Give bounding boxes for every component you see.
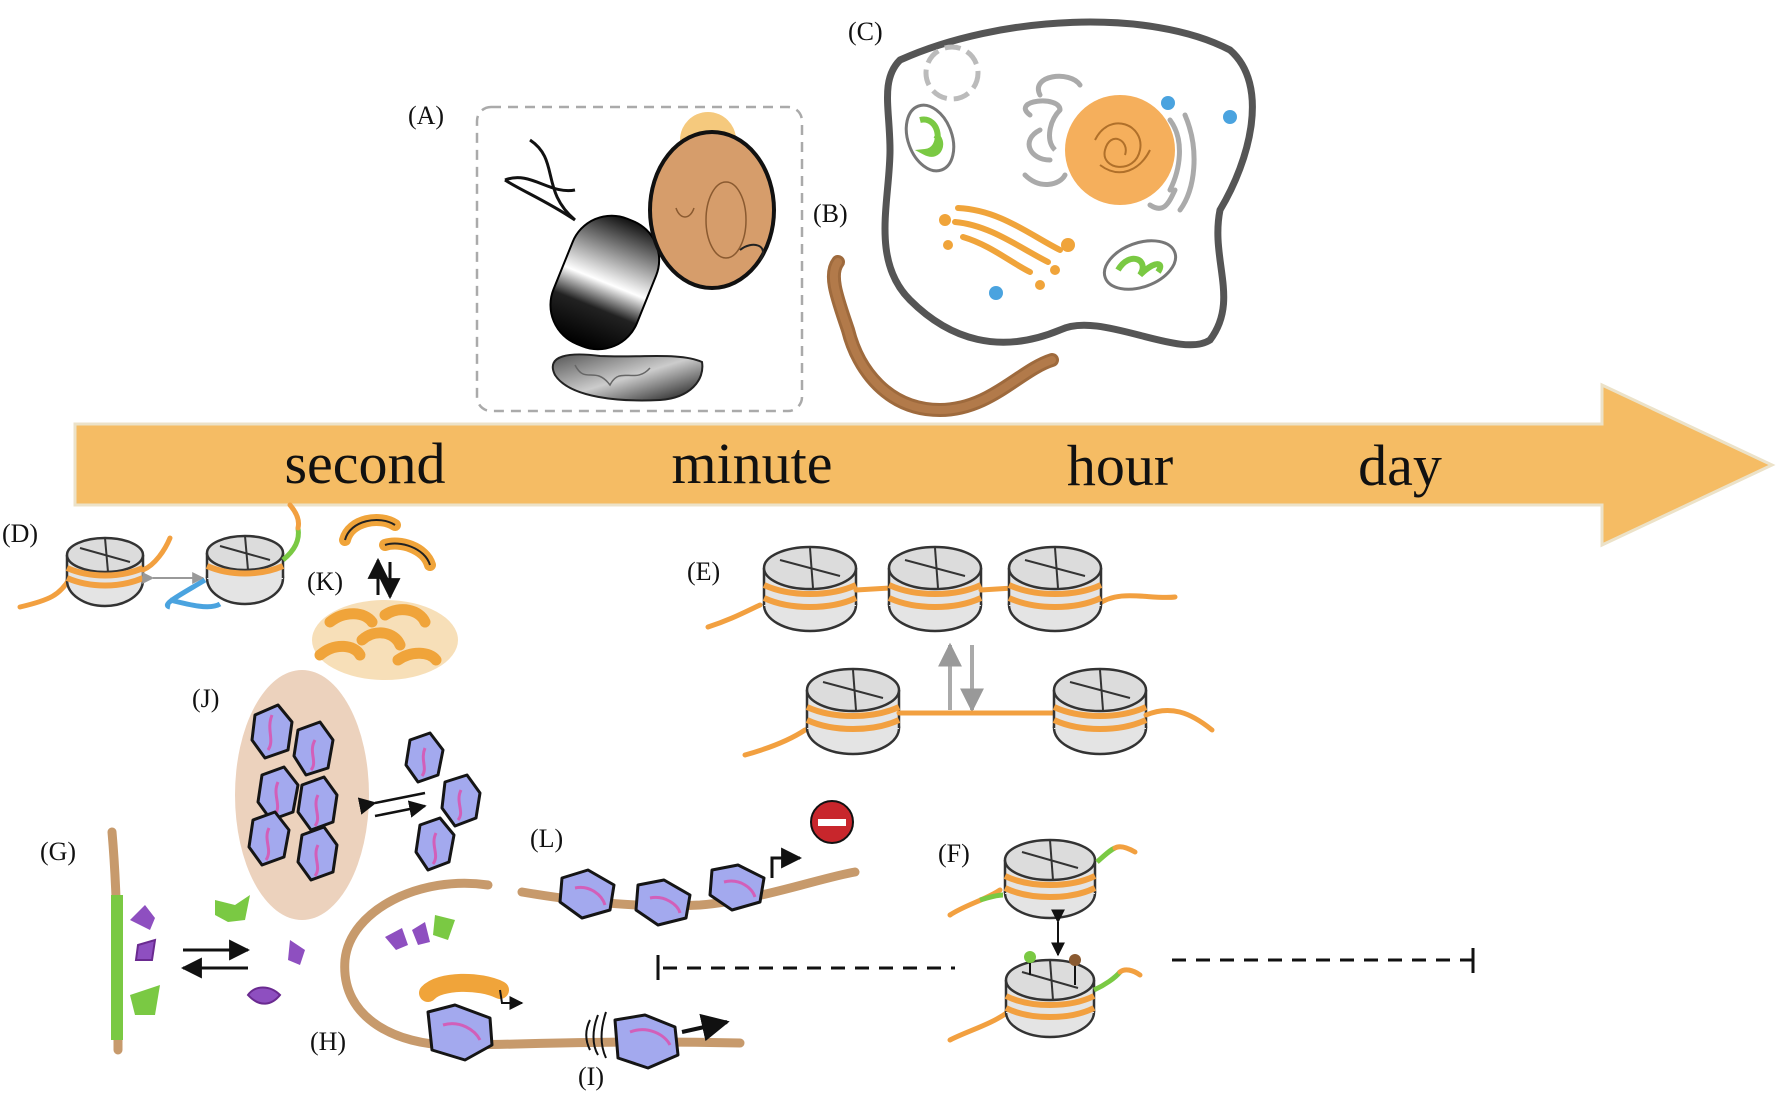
microbes-box xyxy=(475,105,804,413)
panel-label-l: (L) xyxy=(530,824,563,853)
panel-f-histone-modification: (F) xyxy=(938,838,1143,1043)
panel-label-g: (G) xyxy=(40,837,76,866)
panel-k-condensate: (K) xyxy=(307,514,458,680)
panel-g-binding: (G) xyxy=(40,827,305,1055)
nucleosome-5 xyxy=(1052,667,1148,756)
rna-transcript xyxy=(419,973,509,1002)
timeline-label-second: second xyxy=(284,431,445,496)
purple-ligand-icon xyxy=(288,940,305,965)
panel-l-blocked: (L) xyxy=(517,800,860,927)
nucleosome-1 xyxy=(762,545,858,633)
yeast-icon xyxy=(648,130,776,290)
er-icon xyxy=(1022,73,1197,213)
panel-label-c: (C) xyxy=(848,17,883,46)
nucleosome-3 xyxy=(1007,545,1103,633)
panel-a-microbes: (A) xyxy=(408,101,804,413)
timeline-label-day: day xyxy=(1358,433,1442,498)
green-ligand-icon xyxy=(215,895,250,922)
panel-e-nucleosome-array: (E) xyxy=(687,545,1215,758)
panel-label-a: (A) xyxy=(408,101,444,130)
cell-membrane xyxy=(881,18,1256,349)
inhibition-lines xyxy=(656,948,1475,980)
timeline-label-minute: minute xyxy=(671,431,832,496)
nucleosome-6 xyxy=(1003,838,1097,920)
timeline-label-hour: hour xyxy=(1067,433,1173,498)
panel-j-protein-condensate: (J) xyxy=(192,670,482,920)
golgi-icon xyxy=(952,205,1063,275)
amoeba-icon xyxy=(551,353,704,402)
nucleus-icon xyxy=(1065,95,1175,205)
panel-label-d: (D) xyxy=(2,519,38,548)
clustered-proteins xyxy=(247,703,339,882)
nucleosome-7 xyxy=(1004,958,1096,1039)
nucleosome-4 xyxy=(805,667,901,756)
panel-label-k: (K) xyxy=(307,567,343,596)
modification-mark-brown xyxy=(1069,954,1081,966)
panel-c-cell: (C) xyxy=(848,17,1256,349)
panel-label-j: (J) xyxy=(192,684,219,713)
bacterium-icon xyxy=(549,214,661,351)
timeline-arrow: second minute hour day xyxy=(73,382,1776,548)
panel-d-nucleosome-breathing: (D) xyxy=(2,502,301,610)
panel-i-transcription: (I) xyxy=(578,1011,730,1091)
nucleosome-2 xyxy=(887,545,983,633)
curved-protein-icon xyxy=(339,514,401,546)
panel-label-h: (H) xyxy=(310,1027,346,1056)
panel-label-f: (F) xyxy=(938,839,970,868)
mitochondrion-icon xyxy=(904,103,956,173)
panel-b-worm: (B) xyxy=(813,199,1059,418)
panel-label-b: (B) xyxy=(813,199,848,228)
panel-label-i: (I) xyxy=(578,1062,604,1091)
panel-label-e: (E) xyxy=(687,557,720,586)
flagella xyxy=(504,138,576,222)
modification-mark-green xyxy=(1024,951,1036,963)
dashed-vesicle xyxy=(923,44,981,102)
free-proteins xyxy=(404,731,482,872)
